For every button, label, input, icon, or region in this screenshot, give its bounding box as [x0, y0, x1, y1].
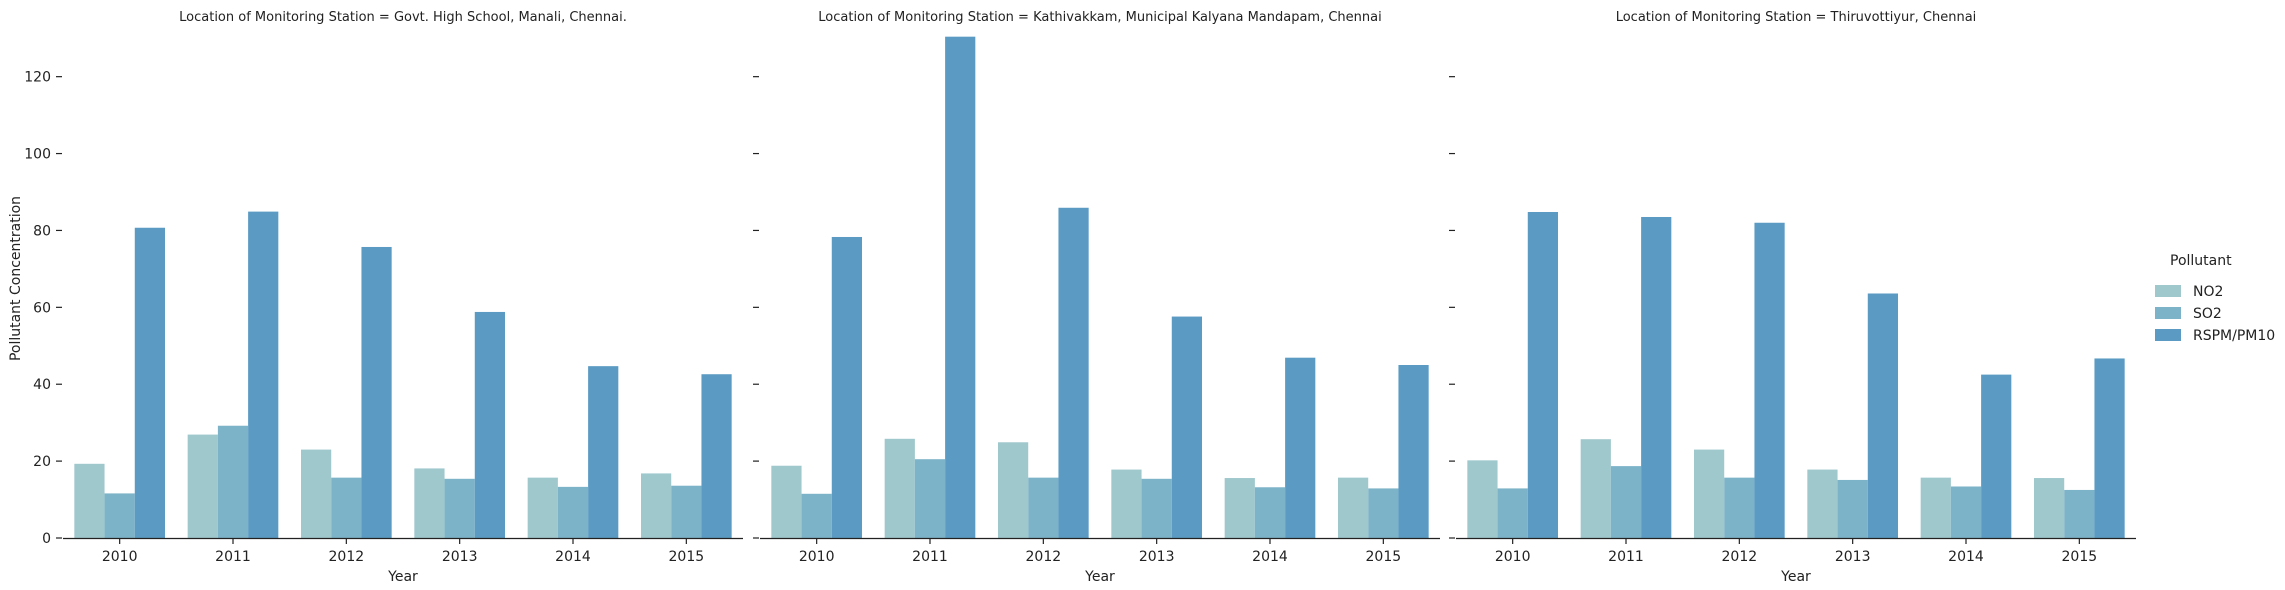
- panel-1-bar-SO2-2010: [104, 493, 135, 538]
- panel-1-bar-NO2-2010: [74, 463, 105, 538]
- panel-2-xtick-label-2011: 2011: [912, 549, 948, 565]
- panel-3-bar-SO2-2011: [1610, 466, 1642, 538]
- panel-3-bar-NO2-2013: [1807, 469, 1838, 538]
- panel-2-xtick-label-2013: 2013: [1139, 549, 1175, 565]
- legend-swatch-SO2: [2155, 307, 2181, 319]
- panel-1-bar-RSPM/PM10-2011: [248, 211, 279, 538]
- panel-3-bar-SO2-2014: [1950, 486, 1982, 538]
- ytick-label-100: 100: [24, 147, 51, 163]
- panel-3-bar-RSPM/PM10-2011: [1641, 216, 1672, 538]
- panel-1-bar-NO2-2011: [187, 434, 218, 538]
- legend-swatch-NO2: [2155, 285, 2181, 297]
- panel-1-bar-NO2-2015: [641, 473, 672, 538]
- panel-3-xtick-label-2015: 2015: [2062, 549, 2098, 565]
- panel-2-bar-RSPM/PM10-2015: [1398, 365, 1429, 538]
- panel-3-bar-RSPM/PM10-2012: [1754, 222, 1785, 538]
- panel-2-bar-RSPM/PM10-2010: [831, 236, 862, 539]
- panel-3-x-axis-label: Year: [1780, 569, 1811, 585]
- legend-label-RSPM/PM10: RSPM/PM10: [2193, 328, 2275, 344]
- panel-3-xtick-label-2010: 2010: [1495, 549, 1531, 565]
- panel-1-bar-RSPM/PM10-2015: [701, 374, 732, 538]
- legend-title: Pollutant: [2170, 253, 2232, 269]
- panel-1-xtick-label-2012: 2012: [329, 549, 365, 565]
- y-axis-label: Pollutant Concentration: [8, 196, 24, 361]
- panel-1-bar-NO2-2013: [414, 468, 445, 538]
- panel-2-bar-NO2-2015: [1338, 477, 1369, 538]
- panel-3-bar-RSPM/PM10-2010: [1527, 211, 1558, 539]
- panel-1-bar-RSPM/PM10-2012: [361, 246, 392, 538]
- panel-2-bar-SO2-2012: [1028, 477, 1059, 538]
- panel-3-xtick-label-2013: 2013: [1835, 549, 1871, 565]
- ytick-label-80: 80: [33, 223, 51, 239]
- panel-1-bar-SO2-2014: [557, 486, 589, 538]
- panel-1-xtick-label-2010: 2010: [102, 549, 138, 565]
- panel-2-xtick-label-2015: 2015: [1366, 549, 1402, 565]
- panel-1-xtick-label-2013: 2013: [442, 549, 478, 565]
- panel-2-xtick-label-2010: 2010: [799, 549, 835, 565]
- panel-3-bar-RSPM/PM10-2013: [1867, 293, 1898, 538]
- panel-1-bar-RSPM/PM10-2010: [134, 227, 165, 538]
- panel-2-xtick-label-2014: 2014: [1252, 549, 1288, 565]
- ytick-label-0: 0: [42, 531, 51, 547]
- panel-2-bar-SO2-2010: [801, 493, 832, 538]
- panel-1-title: Location of Monitoring Station = Govt. H…: [179, 10, 627, 25]
- panel-2-bar-NO2-2013: [1111, 469, 1142, 538]
- panel-2-bar-RSPM/PM10-2014: [1285, 357, 1316, 538]
- panel-1-bar-SO2-2013: [444, 478, 475, 538]
- panel-3-bar-NO2-2010: [1467, 460, 1498, 538]
- panel-3-bar-RSPM/PM10-2015: [2094, 358, 2125, 538]
- legend-swatch-RSPM/PM10: [2155, 329, 2181, 341]
- panel-2-bar-SO2-2015: [1368, 488, 1399, 538]
- panel-2-x-axis-label: Year: [1084, 569, 1115, 585]
- ytick-label-60: 60: [33, 300, 51, 316]
- panel-2-bar-NO2-2014: [1224, 478, 1255, 538]
- panel-2-bar-RSPM/PM10-2013: [1171, 316, 1202, 538]
- legend-label-NO2: NO2: [2193, 284, 2223, 300]
- panel-3-bar-NO2-2015: [2034, 478, 2065, 538]
- panel-1-xtick-label-2014: 2014: [555, 549, 591, 565]
- panel-2-bar-SO2-2011: [914, 459, 946, 538]
- panel-3-bar-NO2-2011: [1580, 439, 1611, 538]
- panel-2-bar-RSPM/PM10-2011: [945, 36, 976, 538]
- panel-3-bar-RSPM/PM10-2014: [1981, 374, 2012, 538]
- panel-2-title: Location of Monitoring Station = Kathiva…: [818, 10, 1381, 25]
- ytick-label-20: 20: [33, 454, 51, 470]
- panel-1-bar-SO2-2015: [671, 485, 702, 538]
- panel-2-bar-NO2-2012: [998, 442, 1029, 538]
- panel-1-xtick-label-2015: 2015: [669, 549, 705, 565]
- panel-2-bar-RSPM/PM10-2012: [1058, 207, 1089, 539]
- panel-1-bar-RSPM/PM10-2014: [588, 366, 619, 538]
- panel-1-bar-SO2-2011: [217, 425, 249, 538]
- panel-3-bar-SO2-2013: [1837, 479, 1868, 538]
- panel-3-bar-NO2-2012: [1694, 449, 1725, 538]
- panel-1-bar-NO2-2014: [527, 477, 558, 538]
- panel-2-bar-SO2-2014: [1254, 487, 1286, 538]
- ytick-label-40: 40: [33, 377, 51, 393]
- panel-3-xtick-label-2014: 2014: [1948, 549, 1984, 565]
- panel-3-bar-SO2-2012: [1724, 477, 1755, 538]
- panel-2-bar-NO2-2010: [771, 465, 802, 538]
- panel-3-bar-SO2-2010: [1497, 488, 1528, 538]
- panel-1-bar-NO2-2012: [301, 449, 332, 538]
- panel-1-bar-SO2-2012: [331, 477, 362, 538]
- panel-2-bar-NO2-2011: [884, 438, 915, 538]
- ytick-label-120: 120: [24, 70, 51, 86]
- panel-1-x-axis-label: Year: [387, 569, 418, 585]
- panel-3-xtick-label-2012: 2012: [1722, 549, 1758, 565]
- panel-2-bar-SO2-2013: [1141, 478, 1172, 538]
- legend-label-SO2: SO2: [2193, 306, 2222, 322]
- panel-1-bar-RSPM/PM10-2013: [474, 311, 505, 538]
- panel-3-xtick-label-2011: 2011: [1608, 549, 1644, 565]
- panel-3-bar-SO2-2015: [2064, 489, 2095, 538]
- panel-2-xtick-label-2012: 2012: [1026, 549, 1062, 565]
- panel-3-bar-NO2-2014: [1920, 477, 1951, 538]
- panel-3-title: Location of Monitoring Station = Thiruvo…: [1616, 10, 1977, 25]
- panel-1-xtick-label-2011: 2011: [215, 549, 251, 565]
